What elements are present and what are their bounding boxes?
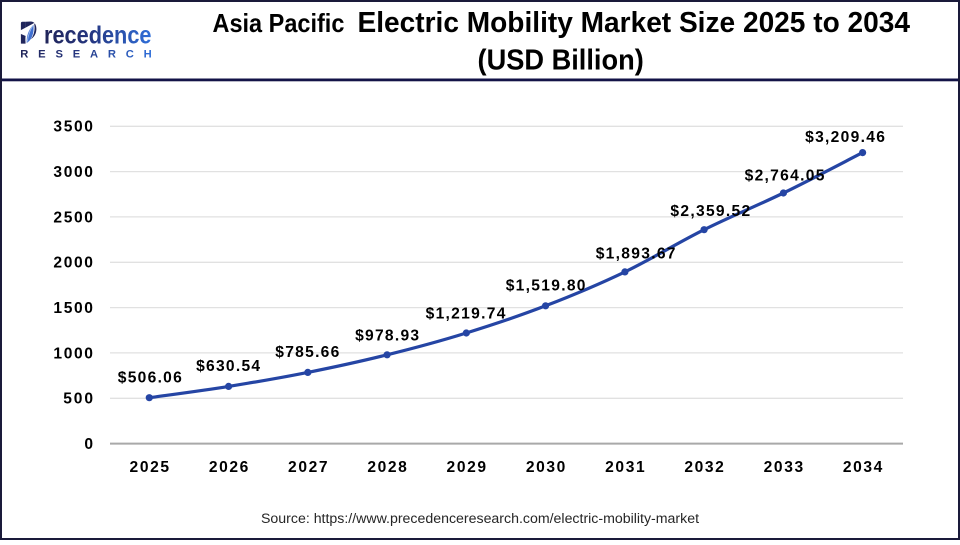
svg-text:(USD Billion): (USD Billion)	[478, 45, 644, 77]
svg-text:500: 500	[63, 391, 93, 408]
svg-text:$3,209.46: $3,209.46	[805, 129, 885, 146]
svg-text:Source: https://www.precedence: Source: https://www.precedenceresearch.c…	[261, 511, 699, 527]
svg-text:$1,893.67: $1,893.67	[596, 246, 676, 263]
svg-text:2000: 2000	[53, 255, 93, 272]
svg-text:2033: 2033	[764, 459, 804, 476]
svg-text:$785.66: $785.66	[275, 344, 339, 361]
svg-text:$1,219.74: $1,219.74	[426, 305, 506, 322]
svg-text:$978.93: $978.93	[355, 328, 419, 345]
svg-text:0: 0	[84, 436, 93, 453]
svg-text:Electric Mobility Market Size: Electric Mobility Market Size 2025 to 20…	[358, 7, 911, 39]
svg-text:2025: 2025	[130, 459, 170, 476]
svg-text:2030: 2030	[526, 459, 566, 476]
svg-text:1000: 1000	[53, 345, 93, 362]
svg-text:2027: 2027	[288, 459, 328, 476]
svg-text:$630.54: $630.54	[196, 358, 260, 375]
svg-text:2032: 2032	[684, 459, 724, 476]
svg-text:$506.06: $506.06	[118, 369, 182, 386]
svg-text:$2,359.52: $2,359.52	[670, 203, 750, 220]
svg-text:recedence: recedence	[44, 21, 152, 49]
svg-text:Asia Pacific: Asia Pacific	[213, 8, 345, 38]
svg-text:2031: 2031	[605, 459, 645, 476]
svg-text:2500: 2500	[53, 209, 93, 226]
svg-text:2029: 2029	[447, 459, 487, 476]
svg-text:3500: 3500	[53, 119, 93, 136]
svg-text:2028: 2028	[367, 459, 407, 476]
svg-text:1500: 1500	[53, 300, 93, 317]
svg-text:$2,764.05: $2,764.05	[745, 167, 825, 184]
svg-text:2026: 2026	[209, 459, 249, 476]
svg-text:2034: 2034	[843, 459, 883, 476]
svg-text:$1,519.80: $1,519.80	[506, 277, 586, 294]
svg-text:3000: 3000	[53, 164, 93, 181]
